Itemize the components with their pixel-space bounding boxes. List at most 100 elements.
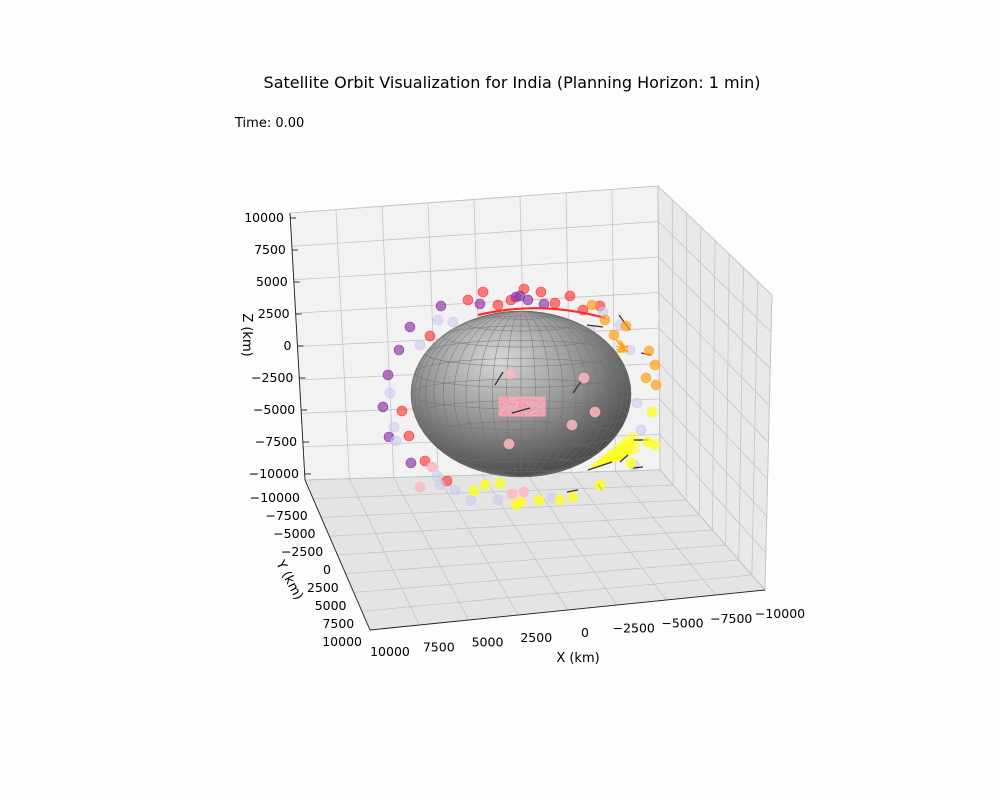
- region-point: [538, 408, 541, 411]
- satellite-marker: [567, 491, 579, 503]
- grid-line: [738, 267, 744, 561]
- satellite-marker: [504, 368, 516, 380]
- region-point: [520, 406, 523, 409]
- z-tick-label: 7500: [254, 242, 286, 257]
- grid-line: [658, 327, 769, 443]
- x-tick-label: −10000: [755, 606, 805, 621]
- satellite-marker: [396, 405, 408, 417]
- region-point: [516, 398, 519, 401]
- yellow-track: [609, 447, 636, 464]
- x-tick-label: −7500: [710, 611, 752, 626]
- satellite-marker: [620, 320, 632, 332]
- yellow-track: [591, 432, 636, 469]
- z-axis-label: Z (km): [239, 313, 254, 356]
- region-point: [504, 412, 507, 415]
- x-axis-label: X (km): [556, 651, 599, 666]
- yellow-track: [607, 445, 633, 464]
- satellite-marker: [388, 421, 400, 433]
- satellite-marker: [447, 316, 459, 328]
- grid-line: [658, 363, 768, 480]
- satellite-marker: [608, 329, 620, 341]
- front-satellites: [414, 299, 662, 511]
- earth-meridian: [478, 311, 564, 477]
- z-axis-line: [289, 212, 306, 481]
- region-point: [505, 400, 507, 403]
- grid-line: [337, 529, 713, 556]
- region-point: [528, 401, 531, 404]
- region-point: [519, 411, 521, 414]
- satellite-marker: [424, 330, 436, 342]
- velocity-vector: [494, 371, 504, 386]
- y-tick-label: −10000: [250, 490, 300, 505]
- earth-meridian: [465, 311, 577, 477]
- velocity-vector: [587, 461, 613, 471]
- earth-parallel: [465, 456, 577, 473]
- region-point: [499, 409, 502, 412]
- z-tick-label: −5000: [253, 402, 295, 417]
- grid-line: [764, 294, 773, 591]
- region-point: [510, 403, 513, 406]
- z-tick-label: −7500: [255, 434, 297, 449]
- z-tick-label: 5000: [256, 274, 288, 289]
- region-point: [536, 399, 539, 402]
- region-point: [530, 407, 533, 410]
- satellite-marker: [390, 435, 402, 447]
- earth-meridian: [414, 311, 628, 477]
- earth-meridian: [411, 311, 631, 477]
- satellite-marker: [377, 401, 389, 413]
- region-point: [528, 398, 530, 401]
- satellite-marker: [492, 299, 504, 311]
- grid-line: [751, 281, 759, 576]
- region-point: [504, 410, 507, 413]
- region-point: [506, 413, 509, 416]
- y-tick-label: −5000: [273, 526, 315, 541]
- earth-parallel: [465, 315, 577, 332]
- satellite-marker: [432, 314, 444, 326]
- satellite-marker: [403, 430, 415, 442]
- region-point: [536, 413, 539, 416]
- region-point: [519, 413, 522, 416]
- grid-line: [353, 559, 739, 593]
- axis-lines: [289, 212, 766, 631]
- region-point: [510, 401, 513, 403]
- satellite-marker: [635, 424, 647, 436]
- time-label: Time: 0.00: [234, 116, 304, 131]
- region-point: [513, 412, 516, 415]
- region-point: [513, 403, 516, 405]
- earth-mesh: [411, 311, 631, 477]
- z-tick-label: 0: [284, 338, 292, 353]
- x-tick-label: −2500: [613, 620, 655, 635]
- y-tick-label: −7500: [265, 508, 307, 523]
- region-point: [523, 397, 526, 400]
- earth-meridian: [453, 311, 589, 477]
- x-tick-label: 7500: [423, 639, 455, 654]
- yellow-track: [597, 437, 636, 467]
- orange-track-cluster: [615, 339, 629, 353]
- region-point: [503, 413, 505, 416]
- grid-line: [657, 185, 661, 471]
- region-point: [526, 398, 529, 401]
- z-tick-label: −10000: [249, 466, 299, 481]
- satellite-marker: [414, 481, 426, 493]
- region-point: [540, 413, 543, 416]
- satellite-marker: [649, 359, 661, 371]
- region-point: [539, 411, 542, 414]
- region-point: [500, 407, 503, 410]
- x-tick-label: 5000: [472, 635, 504, 650]
- satellite-marker: [649, 439, 661, 451]
- region-point: [510, 413, 513, 416]
- velocity-vector: [586, 324, 604, 328]
- y-tick-label: −2500: [281, 544, 323, 559]
- region-point: [511, 405, 514, 408]
- satellite-marker: [435, 300, 447, 312]
- x-tick-label: 0: [581, 625, 589, 640]
- satellite-marker: [426, 461, 438, 473]
- region-point: [501, 403, 504, 405]
- region-point: [520, 397, 523, 400]
- satellite-marker: [522, 294, 534, 306]
- yellow-track: [603, 442, 636, 465]
- region-point: [507, 402, 510, 405]
- region-point: [518, 398, 521, 401]
